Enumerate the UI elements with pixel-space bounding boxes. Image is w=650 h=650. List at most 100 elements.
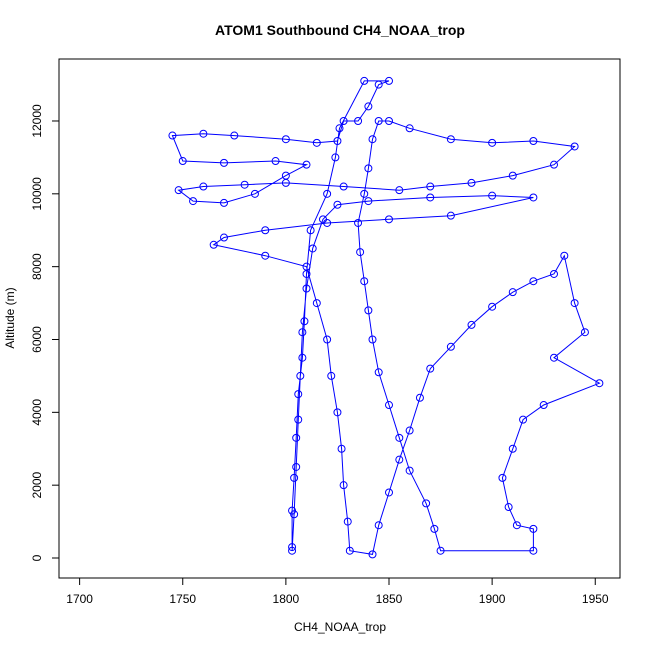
- data-point: [335, 124, 344, 133]
- data-point: [426, 364, 435, 373]
- data-point: [405, 124, 414, 133]
- x-tick-label: 1950: [582, 592, 609, 606]
- data-point: [199, 182, 208, 191]
- series-line: [171, 80, 601, 555]
- data-point: [178, 157, 187, 166]
- y-tick-label: 8000: [30, 253, 44, 280]
- data-point: [288, 546, 297, 555]
- data-point: [512, 521, 521, 530]
- data-point: [385, 488, 393, 497]
- data-point: [189, 197, 198, 206]
- data-point: [356, 248, 365, 257]
- data-point: [337, 444, 346, 453]
- data-point: [395, 433, 404, 442]
- data-point: [261, 251, 270, 260]
- data-point: [174, 186, 183, 195]
- data-point: [333, 408, 342, 417]
- data-point: [405, 466, 414, 475]
- data-point: [508, 288, 517, 297]
- data-point: [281, 135, 290, 144]
- x-tick-label: 1900: [479, 592, 506, 606]
- data-point: [467, 178, 476, 187]
- data-point: [360, 277, 369, 286]
- x-tick-label: 1700: [66, 592, 93, 606]
- x-tick-label: 1750: [169, 592, 196, 606]
- data-point: [426, 193, 435, 202]
- data-point: [467, 320, 476, 329]
- data-point: [529, 524, 538, 533]
- data-point: [333, 200, 342, 209]
- data-point: [488, 191, 497, 200]
- data-point: [395, 186, 404, 195]
- data-point: [360, 189, 369, 198]
- data-point: [298, 328, 307, 337]
- data-point: [281, 171, 290, 180]
- data-point: [327, 371, 336, 380]
- data-point: [395, 455, 404, 464]
- data-point: [422, 499, 431, 508]
- data-point: [364, 164, 373, 173]
- data-point: [550, 353, 558, 362]
- data-point: [261, 226, 270, 235]
- data-point: [360, 76, 369, 85]
- data-point: [374, 116, 383, 125]
- data-point: [323, 218, 332, 227]
- data-point: [529, 277, 538, 286]
- y-tick-label: 10000: [30, 177, 44, 211]
- data-point: [368, 550, 377, 559]
- data-point: [199, 129, 208, 138]
- data-point: [560, 251, 569, 260]
- data-point: [446, 342, 455, 351]
- data-point: [508, 444, 517, 453]
- x-tick-label: 1850: [376, 592, 403, 606]
- data-point: [446, 211, 455, 220]
- data-point: [529, 137, 538, 146]
- data-point: [488, 138, 497, 147]
- data-point: [209, 240, 218, 249]
- data-point: [539, 401, 548, 410]
- data-point: [508, 171, 517, 180]
- data-point: [374, 80, 383, 89]
- data-point: [312, 138, 321, 147]
- data-point: [302, 284, 311, 293]
- data-point: [288, 506, 297, 515]
- data-point: [354, 218, 363, 227]
- data-point: [446, 135, 455, 144]
- data-point: [368, 135, 377, 144]
- data-point: [415, 393, 424, 402]
- data-point: [343, 517, 352, 526]
- data-point: [312, 299, 321, 308]
- data-point: [306, 226, 315, 235]
- data-point: [570, 142, 579, 151]
- chart-title: ATOM1 Southbound CH4_NOAA_trop: [215, 22, 465, 38]
- data-point: [550, 269, 558, 278]
- y-tick-label: 12000: [30, 104, 44, 138]
- data-point: [488, 302, 497, 311]
- data-point: [339, 182, 348, 191]
- data-point: [529, 546, 538, 555]
- data-point: [430, 524, 439, 533]
- data-point: [339, 481, 348, 490]
- data-point: [230, 131, 239, 140]
- data-point: [345, 546, 354, 555]
- x-axis-label: CH4_NOAA_trop: [294, 620, 386, 634]
- data-point: [570, 299, 579, 308]
- data-point: [308, 244, 317, 253]
- data-point: [374, 368, 383, 377]
- data-point: [595, 379, 604, 388]
- data-point: [339, 116, 348, 125]
- data-point: [550, 160, 558, 169]
- data-point: [220, 198, 228, 207]
- data-point: [220, 233, 228, 242]
- data-point: [302, 269, 311, 278]
- data-point: [168, 131, 177, 140]
- y-tick-label: 0: [30, 554, 44, 561]
- data-point: [374, 521, 383, 530]
- data-point: [333, 137, 342, 146]
- data-point: [436, 546, 445, 555]
- data-point: [385, 215, 393, 224]
- data-point: [292, 433, 301, 442]
- data-point: [323, 335, 332, 344]
- data-point: [290, 473, 299, 482]
